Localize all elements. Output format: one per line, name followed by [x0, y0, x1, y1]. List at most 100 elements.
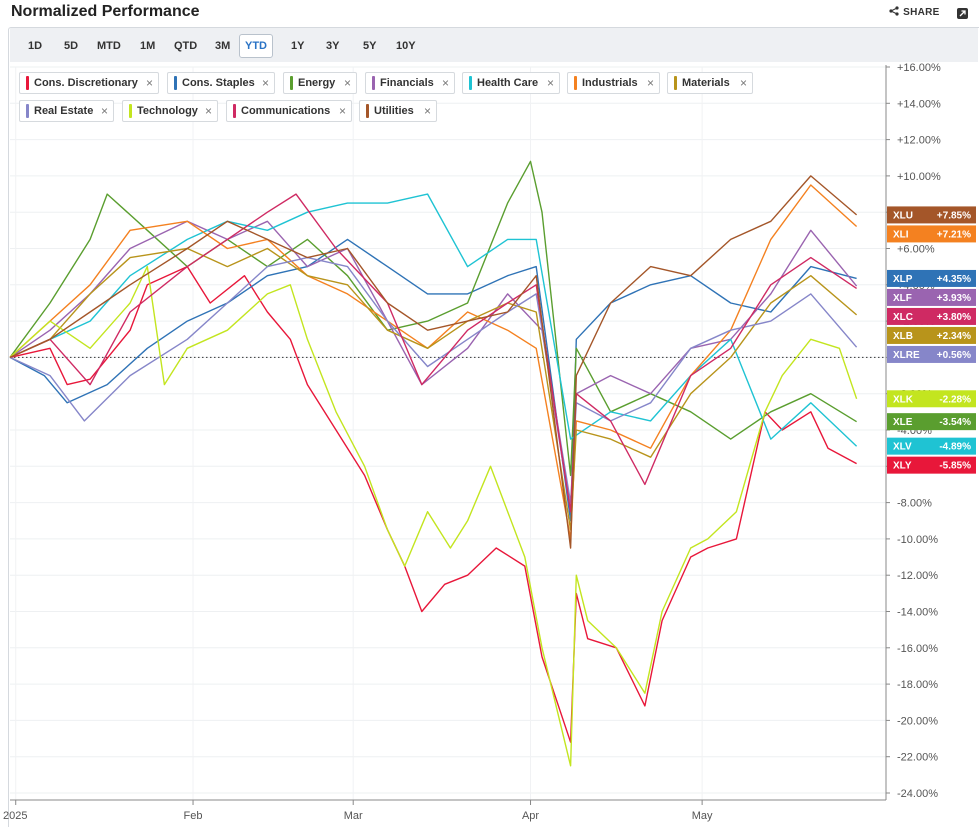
period-mtd-button[interactable]: MTD — [97, 40, 121, 52]
badge-ticker: XLU — [893, 210, 913, 221]
badge-value: +2.34% — [937, 331, 971, 342]
series-line-xlu[interactable] — [9, 175, 858, 549]
badge-ticker: XLP — [893, 274, 913, 285]
series-line-xlre[interactable] — [9, 256, 858, 504]
remove-series-icon[interactable]: × — [338, 104, 346, 118]
last-value-badge-xle: XLE -3.54% — [887, 413, 976, 431]
badge-value: -3.54% — [939, 417, 971, 428]
expand-icon[interactable] — [957, 8, 968, 19]
legend-label: Real Estate — [34, 105, 94, 117]
period-3m-button[interactable]: 3M — [215, 40, 231, 52]
series-line-xlf[interactable] — [9, 220, 858, 513]
badge-background — [887, 206, 976, 224]
last-value-badge-xlv: XLV -4.89% — [887, 437, 976, 455]
series-line-xly[interactable] — [9, 265, 857, 743]
remove-series-icon[interactable]: × — [343, 76, 351, 90]
legend-label: Materials — [682, 77, 730, 89]
last-value-badge-xlu: XLU +7.85% — [887, 206, 976, 224]
series-line-xle[interactable] — [9, 160, 857, 477]
remove-series-icon[interactable]: × — [261, 76, 269, 90]
series-lines — [9, 160, 858, 767]
x-tick-label: May — [692, 810, 713, 822]
x-tick-label: 2025 — [3, 810, 27, 822]
series-line-xlc[interactable] — [9, 193, 857, 513]
legend-label: Industrials — [582, 77, 638, 89]
badge-value: +7.21% — [937, 229, 971, 240]
period-qtd-button[interactable]: QTD — [174, 40, 198, 52]
y-tick-label: +16.00% — [897, 62, 941, 74]
badge-value: +4.35% — [937, 274, 971, 285]
y-tick-label: +12.00% — [897, 135, 941, 147]
legend-label: Technology — [137, 105, 198, 117]
badge-background — [887, 345, 976, 363]
legend-chip-xlu[interactable]: Utilities × — [359, 100, 437, 122]
y-tick-label: -16.00% — [897, 643, 938, 655]
last-value-badge-xlp: XLP +4.35% — [887, 269, 976, 287]
remove-series-icon[interactable]: × — [546, 76, 554, 90]
legend-chip-xlf[interactable]: Financials × — [365, 72, 455, 94]
badge-ticker: XLY — [893, 461, 912, 472]
chart-frame — [8, 27, 979, 827]
legend-chip-xlc[interactable]: Communications × — [226, 100, 352, 122]
share-button[interactable]: SHARE — [889, 6, 940, 19]
period-5y-button[interactable]: 5Y — [363, 40, 377, 52]
last-value-badge-xlc: XLC +3.80% — [887, 307, 976, 325]
legend-label: Utilities — [374, 105, 414, 117]
legend-chip-xlk[interactable]: Technology × — [122, 100, 218, 122]
legend-color-swatch — [174, 76, 177, 90]
series-line-xli[interactable] — [9, 184, 858, 540]
last-value-badge-xly: XLY -5.85% — [887, 456, 976, 474]
series-line-xlb[interactable] — [9, 247, 858, 531]
remove-series-icon[interactable]: × — [204, 104, 212, 118]
y-tick-label: -10.00% — [897, 534, 938, 546]
badge-ticker: XLK — [893, 394, 914, 405]
legend-color-swatch — [26, 76, 29, 90]
badge-background — [887, 390, 976, 408]
legend-color-swatch — [574, 76, 577, 90]
legend-color-swatch — [290, 76, 293, 90]
y-tick-label: -20.00% — [897, 715, 938, 727]
legend-chip-xlb[interactable]: Materials × — [667, 72, 753, 94]
badge-value: -4.89% — [939, 442, 971, 453]
legend-chip-xly[interactable]: Cons. Discretionary × — [19, 72, 159, 94]
last-value-badge-xlk: XLK -2.28% — [887, 390, 976, 408]
last-value-badge-xlf: XLF +3.93% — [887, 288, 976, 306]
period-1y-button[interactable]: 1Y — [291, 40, 305, 52]
y-tick-label: +6.00% — [897, 244, 935, 256]
legend-chip-xlp[interactable]: Cons. Staples × — [167, 72, 275, 94]
legend-chip-xlre[interactable]: Real Estate × — [19, 100, 114, 122]
remove-series-icon[interactable]: × — [145, 76, 153, 90]
badge-value: -2.28% — [939, 394, 971, 405]
share-icon — [889, 6, 900, 19]
remove-series-icon[interactable]: × — [441, 76, 449, 90]
badge-background — [887, 288, 976, 306]
badge-background — [887, 437, 976, 455]
badge-value: +3.80% — [937, 312, 971, 323]
remove-series-icon[interactable]: × — [100, 104, 108, 118]
legend-label: Communications — [241, 105, 331, 117]
period-1m-button[interactable]: 1M — [140, 40, 156, 52]
remove-series-icon[interactable]: × — [739, 76, 747, 90]
legend-chip-xle[interactable]: Energy × — [283, 72, 357, 94]
series-line-xlp[interactable] — [9, 238, 857, 522]
legend-color-swatch — [372, 76, 375, 90]
period-5d-button[interactable]: 5D — [64, 40, 79, 52]
period-ytd-button[interactable]: YTD — [239, 34, 273, 58]
x-tick-label: Feb — [184, 810, 203, 822]
legend-color-swatch — [366, 104, 369, 118]
period-10y-button[interactable]: 10Y — [396, 40, 416, 52]
legend-chip-xlv[interactable]: Health Care × — [462, 72, 560, 94]
badge-value: +7.85% — [937, 210, 971, 221]
badge-value: +3.93% — [937, 293, 971, 304]
series-line-xlv[interactable] — [9, 193, 858, 447]
legend-label: Financials — [380, 77, 434, 89]
y-tick-label: -12.00% — [897, 570, 938, 582]
remove-series-icon[interactable]: × — [646, 76, 654, 90]
period-1d-button[interactable]: 1D — [28, 40, 43, 52]
legend-chip-xli[interactable]: Industrials × — [567, 72, 660, 94]
period-3y-button[interactable]: 3Y — [326, 40, 340, 52]
remove-series-icon[interactable]: × — [423, 104, 431, 118]
series-line-xlk[interactable] — [9, 265, 858, 767]
legend-color-swatch — [674, 76, 677, 90]
